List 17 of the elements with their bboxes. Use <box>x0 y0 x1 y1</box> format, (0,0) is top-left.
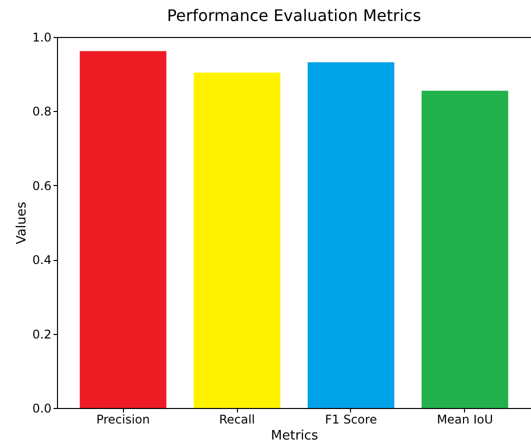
bar <box>422 90 508 408</box>
y-tick-label: 0.6 <box>32 178 52 193</box>
bar <box>194 72 280 408</box>
bar <box>308 62 394 408</box>
y-tick-label: 1.0 <box>32 30 52 44</box>
y-axis-title: Values <box>14 202 30 244</box>
chart-title: Performance Evaluation Metrics <box>166 6 422 25</box>
y-tick-label: 0.8 <box>32 104 52 119</box>
x-tick-label: F1 Score <box>324 412 377 426</box>
y-tick-label: 0.4 <box>32 253 52 268</box>
x-tick-label: Recall <box>219 412 255 426</box>
x-axis-title: Metrics <box>270 428 318 444</box>
y-tick-label: 0.2 <box>32 327 52 342</box>
x-tick-label: Mean IoU <box>436 412 494 426</box>
bar <box>80 51 166 408</box>
x-tick-label: Precision <box>96 412 150 426</box>
y-tick-label: 0.0 <box>32 402 52 416</box>
